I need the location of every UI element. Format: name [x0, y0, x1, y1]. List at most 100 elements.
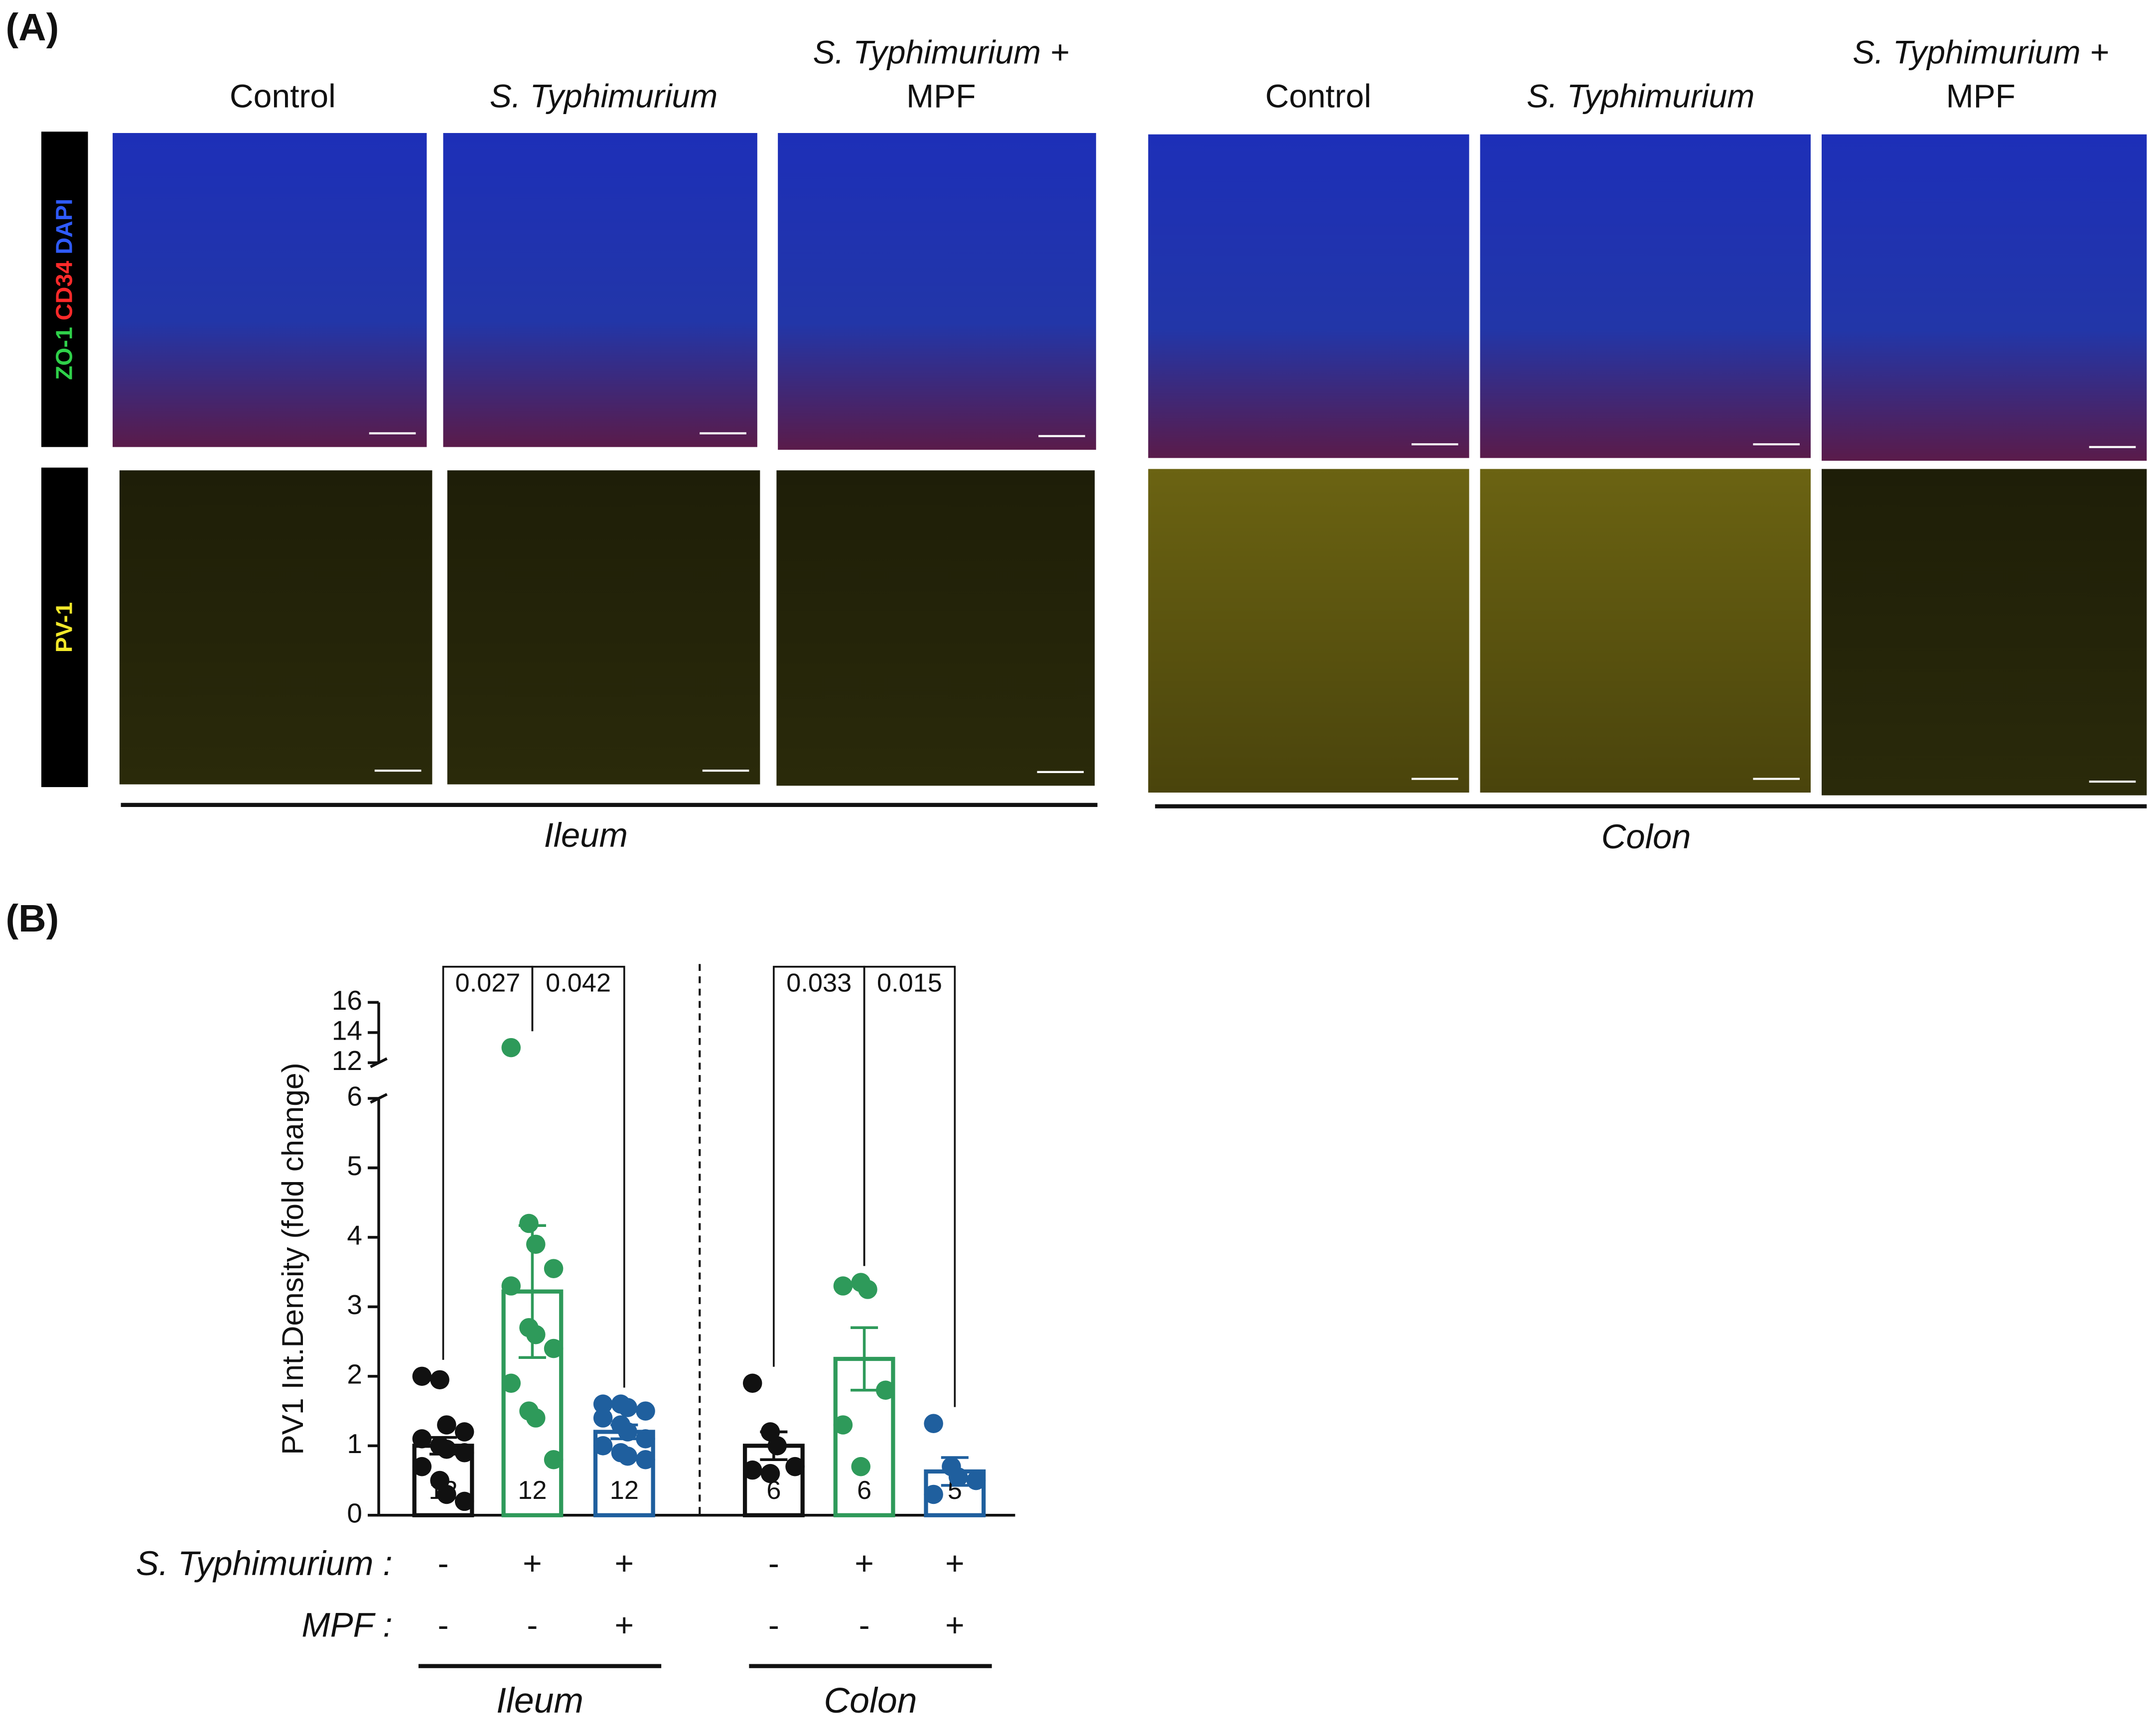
data-point [412, 1366, 432, 1386]
data-point [544, 1338, 564, 1358]
data-point [501, 1276, 521, 1296]
y-tick-label: 16 [332, 985, 362, 1016]
data-point [412, 1457, 432, 1476]
micrograph [1822, 134, 2147, 461]
row-label-box [41, 467, 88, 788]
condition-sign: + [945, 1545, 965, 1582]
n-label: 6 [857, 1476, 871, 1505]
tissue-label: Ileum [544, 816, 628, 854]
micrograph [1480, 469, 1811, 793]
condition-sign: + [615, 1545, 634, 1582]
data-point [833, 1415, 853, 1435]
significance-bracket [773, 965, 865, 1367]
data-point [760, 1464, 780, 1483]
data-point [430, 1370, 449, 1390]
data-point [454, 1422, 474, 1442]
y-tick-label: 0 [347, 1497, 362, 1528]
row-label: PV-1 [51, 602, 77, 653]
condition-sign: - [437, 1545, 448, 1582]
data-point [437, 1484, 456, 1504]
data-point [501, 1373, 521, 1393]
n-label: 12 [610, 1476, 639, 1505]
p-value: 0.042 [546, 968, 611, 997]
column-header: S. Typhimurium + [813, 34, 1069, 71]
micrograph [113, 133, 427, 447]
y-tick-label: 1 [347, 1428, 362, 1459]
column-header: Control [1265, 78, 1371, 115]
micrograph [1148, 134, 1469, 458]
condition-sign: - [859, 1606, 870, 1643]
group-label: Ileum [496, 1681, 583, 1721]
data-point [618, 1446, 637, 1466]
row-label-part: PV-1 [51, 602, 77, 653]
data-point [875, 1380, 895, 1400]
data-point [544, 1259, 564, 1278]
condition-sign: - [527, 1606, 538, 1643]
data-point [618, 1422, 637, 1442]
micrograph [447, 470, 760, 785]
data-point [526, 1408, 546, 1428]
significance-bracket [863, 965, 956, 1407]
panel-label: (B) [5, 897, 59, 940]
data-point [519, 1213, 539, 1233]
data-point [618, 1398, 637, 1417]
micrograph [443, 133, 757, 447]
data-point [785, 1457, 805, 1476]
data-point [593, 1394, 613, 1414]
column-header: Control [230, 78, 336, 115]
data-point [948, 1467, 968, 1487]
y-tick-label: 3 [347, 1289, 362, 1320]
data-point [966, 1470, 986, 1490]
data-point [454, 1491, 474, 1511]
condition-sign: - [768, 1606, 779, 1643]
row-label-part: DAPI [51, 199, 77, 255]
micrograph [1822, 469, 2147, 796]
micrograph [119, 470, 432, 785]
data-point [501, 1038, 521, 1058]
y-axis-label: PV1 Int.Density (fold change) [276, 1063, 309, 1455]
micrograph [1148, 469, 1469, 793]
data-point [636, 1401, 655, 1421]
data-point [526, 1234, 546, 1254]
row-label-part: CD34 [51, 261, 77, 321]
condition-sign: + [945, 1606, 965, 1643]
data-point [437, 1440, 456, 1459]
column-header: S. Typhimurium [490, 78, 718, 115]
data-point [742, 1460, 762, 1480]
panel-label: (A) [5, 6, 59, 49]
data-point [437, 1415, 456, 1435]
data-point [636, 1450, 655, 1469]
column-header: MPF [906, 78, 976, 115]
data-point [833, 1276, 853, 1296]
condition-sign: + [523, 1545, 542, 1582]
condition-sign: + [615, 1606, 634, 1643]
group-label: Colon [824, 1681, 917, 1721]
data-point [593, 1436, 613, 1456]
condition-label: S. Typhimurium : [136, 1544, 393, 1583]
data-point [924, 1484, 943, 1504]
y-tick-label: 2 [347, 1358, 362, 1389]
data-point [851, 1457, 870, 1476]
p-value: 0.027 [455, 968, 521, 997]
p-value: 0.015 [877, 968, 942, 997]
column-header: S. Typhimurium [1527, 78, 1755, 115]
data-point [454, 1443, 474, 1463]
data-point [636, 1429, 655, 1449]
data-point [412, 1429, 432, 1449]
data-point [544, 1450, 564, 1469]
y-tick-label: 14 [332, 1015, 362, 1046]
significance-bracket [531, 965, 625, 1388]
data-point [924, 1414, 943, 1433]
y-tick-label: 12 [332, 1045, 362, 1076]
column-header: S. Typhimurium + [1853, 34, 2109, 71]
row-label: ZO-1 CD34 DAPI [51, 199, 77, 380]
tissue-label: Colon [1601, 817, 1691, 856]
row-label-part: ZO-1 [51, 327, 77, 380]
micrograph [778, 133, 1096, 450]
condition-sign: + [855, 1545, 874, 1582]
y-tick-label: 4 [347, 1219, 362, 1250]
y-tick-label: 6 [347, 1081, 362, 1112]
data-point [742, 1373, 762, 1393]
